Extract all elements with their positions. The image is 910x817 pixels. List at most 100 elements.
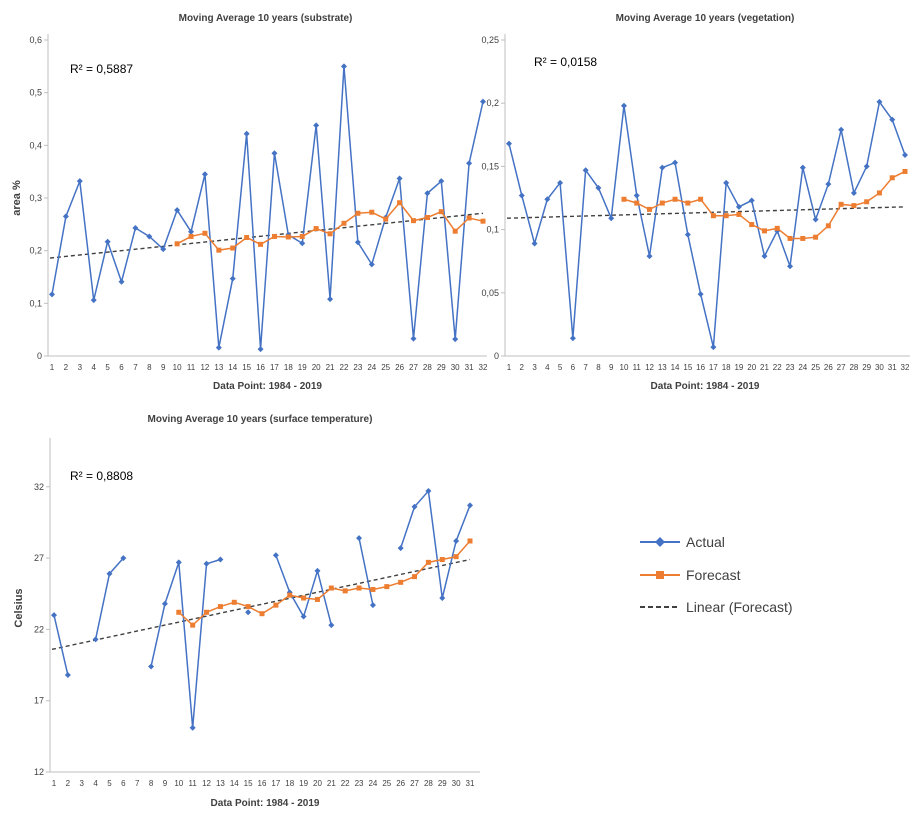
x-tick-label: 6 bbox=[119, 363, 124, 372]
legend-forecast-marker bbox=[656, 571, 664, 579]
x-tick-label: 22 bbox=[773, 363, 782, 372]
forecast-point bbox=[851, 203, 857, 209]
actual-point bbox=[146, 233, 153, 240]
x-tick-label: 10 bbox=[620, 363, 629, 372]
x-tick-label: 2 bbox=[64, 363, 69, 372]
forecast-point bbox=[313, 226, 319, 232]
y-tick-label: 32 bbox=[34, 482, 44, 492]
x-tick-label: 9 bbox=[609, 363, 614, 372]
forecast-point bbox=[749, 222, 755, 228]
x-tick-label: 31 bbox=[888, 363, 897, 372]
y-tick-label: 27 bbox=[34, 553, 44, 563]
forecast-point bbox=[217, 604, 223, 610]
actual-point bbox=[300, 613, 307, 620]
forecast-point bbox=[245, 604, 251, 610]
x-tick-label: 31 bbox=[465, 363, 474, 372]
actual-point bbox=[174, 207, 181, 214]
actual-point bbox=[118, 278, 125, 285]
x-tick-label: 14 bbox=[228, 363, 237, 372]
actual-point bbox=[518, 192, 525, 199]
x-tick-label: 19 bbox=[299, 779, 308, 788]
actual-point bbox=[735, 203, 742, 210]
actual-point bbox=[340, 63, 347, 70]
actual-point bbox=[761, 253, 768, 260]
actual-point bbox=[106, 570, 113, 577]
x-tick-label: 3 bbox=[80, 779, 85, 788]
x-tick-label: 6 bbox=[571, 363, 576, 372]
forecast-point bbox=[383, 216, 389, 222]
forecast-point bbox=[480, 218, 486, 224]
r-squared-label: R² = 0,5887 bbox=[70, 62, 133, 76]
x-tick-label: 21 bbox=[326, 363, 335, 372]
legend-linear-label: Linear (Forecast) bbox=[686, 599, 793, 615]
actual-point bbox=[354, 239, 361, 246]
actual-point bbox=[299, 240, 306, 247]
forecast-point bbox=[259, 611, 265, 617]
forecast-point bbox=[412, 574, 418, 580]
actual-point bbox=[104, 238, 111, 245]
x-tick-label: 15 bbox=[244, 779, 253, 788]
actual-point bbox=[64, 672, 71, 679]
actual-point bbox=[132, 225, 139, 232]
x-tick-label: 18 bbox=[284, 363, 293, 372]
actual-point bbox=[544, 196, 551, 203]
forecast-point bbox=[466, 215, 472, 221]
forecast-point bbox=[398, 579, 404, 585]
actual-point bbox=[62, 213, 69, 220]
forecast-point bbox=[341, 220, 347, 226]
actual-point bbox=[120, 555, 127, 562]
x-tick-label: 16 bbox=[258, 779, 267, 788]
forecast-point bbox=[621, 196, 627, 202]
actual-line bbox=[51, 66, 484, 350]
x-tick-label: 17 bbox=[270, 363, 279, 372]
forecast-point bbox=[273, 602, 279, 608]
x-tick-label: 30 bbox=[875, 363, 884, 372]
actual-point bbox=[229, 275, 236, 282]
x-tick-label: 27 bbox=[837, 363, 846, 372]
x-tick-label: 7 bbox=[583, 363, 588, 372]
actual-point bbox=[148, 663, 155, 670]
forecast-point bbox=[813, 234, 819, 240]
x-tick-label: 29 bbox=[437, 363, 446, 372]
x-tick-label: 30 bbox=[451, 363, 460, 372]
x-tick-label: 12 bbox=[645, 363, 654, 372]
x-tick-label: 2 bbox=[66, 779, 71, 788]
chart-panel-1: Moving Average 10 years (substrate) 0 0,1 0… bbox=[11, 13, 488, 392]
x-tick-label: 11 bbox=[189, 779, 198, 788]
forecast-point bbox=[258, 241, 264, 247]
forecast-point bbox=[202, 230, 208, 236]
forecast-point bbox=[710, 213, 716, 219]
legend-forecast: Forecast bbox=[640, 567, 741, 583]
forecast-point bbox=[299, 233, 305, 239]
forecast-point bbox=[230, 245, 236, 251]
x-tick-label: 12 bbox=[200, 363, 209, 372]
actual-point bbox=[723, 179, 730, 186]
x-tick-label: 4 bbox=[93, 779, 98, 788]
forecast-point bbox=[174, 241, 180, 247]
y-tick-label: 0,1 bbox=[486, 225, 499, 235]
actual-point bbox=[812, 216, 819, 223]
x-tick-label: 26 bbox=[395, 363, 404, 372]
x-tick-label: 28 bbox=[424, 779, 433, 788]
x-tick-label: 17 bbox=[271, 779, 280, 788]
x-tick-label: 23 bbox=[353, 363, 362, 372]
actual-point bbox=[327, 296, 334, 303]
x-tick-label: 9 bbox=[161, 363, 166, 372]
forecast-point bbox=[761, 228, 767, 234]
forecast-point bbox=[800, 235, 806, 241]
actual-point bbox=[271, 150, 278, 157]
forecast-point bbox=[453, 554, 459, 560]
x-tick-label: 9 bbox=[163, 779, 168, 788]
x-tick-label: 23 bbox=[786, 363, 795, 372]
forecast-point bbox=[889, 175, 895, 181]
actual-point bbox=[217, 556, 224, 563]
forecast-point bbox=[190, 622, 196, 628]
actual-line bbox=[53, 614, 69, 676]
x-tick-label: 8 bbox=[147, 363, 152, 372]
x-tick-label: 1 bbox=[50, 363, 55, 372]
y-tick-label: 22 bbox=[34, 624, 44, 634]
forecast-point bbox=[287, 592, 293, 598]
trendline bbox=[49, 212, 484, 259]
